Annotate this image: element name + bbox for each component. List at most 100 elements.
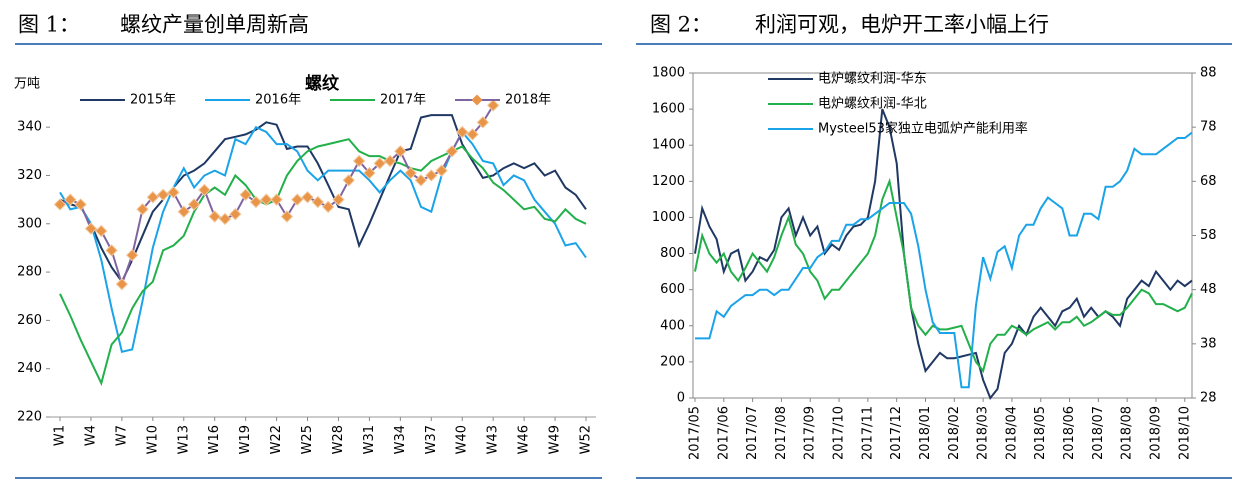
y-tick-label: 340 [17, 120, 42, 135]
point-marker [136, 203, 149, 216]
point-marker [373, 157, 386, 170]
point-marker [239, 188, 252, 201]
x-tick-label: W28 [331, 425, 346, 454]
x-tick-label: 2018/03 [976, 406, 991, 460]
point-marker [321, 200, 335, 214]
y-tick-label: 300 [17, 216, 42, 231]
x-tick-label: 2018/01 [918, 406, 933, 460]
x-tick-label: W25 [300, 425, 315, 454]
y-tick-label: 200 [660, 354, 685, 369]
chart-title: 螺纹 [305, 73, 340, 94]
point-marker [125, 248, 139, 262]
point-marker [74, 198, 87, 211]
x-tick-label: W31 [362, 425, 377, 454]
x-tick-label: W4 [83, 425, 98, 446]
x-tick-label: W19 [238, 425, 253, 454]
x-tick-label: W16 [207, 425, 222, 454]
y-tick-label: 800 [660, 246, 685, 261]
x-tick-label: W10 [145, 425, 160, 454]
x-tick-label: W46 [517, 425, 532, 454]
y2-tick-label: 48 [1200, 282, 1217, 297]
y-tick-label: 1600 [652, 102, 685, 117]
point-marker [156, 188, 170, 201]
y2-tick-label: 28 [1200, 391, 1217, 406]
x-tick-label: 2018/05 [1033, 406, 1048, 460]
y2-tick-label: 38 [1200, 336, 1217, 351]
legend-marker [471, 94, 483, 106]
point-marker [301, 190, 314, 204]
y-tick-label: 600 [660, 282, 685, 297]
x-tick-label: 2018/04 [1004, 406, 1019, 460]
point-marker [466, 128, 479, 141]
point-marker [476, 116, 490, 129]
series-line [59, 138, 587, 387]
y-tick-label: 320 [17, 168, 42, 183]
point-marker [146, 190, 160, 204]
y-tick-label: 1400 [652, 138, 685, 153]
y-tick-label: 240 [17, 361, 42, 376]
point-marker [105, 244, 118, 257]
x-tick-label: W1 [53, 425, 68, 446]
y-tick-label: 220 [17, 410, 42, 425]
x-tick-label: W7 [114, 425, 129, 446]
point-marker [280, 210, 294, 223]
point-marker [198, 183, 211, 197]
x-tick-label: 2018/08 [1120, 406, 1135, 460]
figure-label: 图 2： [650, 13, 712, 37]
x-tick-label: 2017/08 [774, 406, 789, 460]
point-marker [486, 99, 500, 112]
y-tick-label: 1200 [652, 174, 685, 189]
point-marker [291, 193, 304, 206]
y-tick-label: 400 [660, 318, 685, 333]
x-tick-label: 2018/09 [1148, 406, 1163, 460]
x-tick-label: 2017/10 [832, 406, 847, 460]
x-tick-label: W34 [393, 425, 408, 454]
point-marker [115, 277, 129, 291]
x-tick-label: W40 [455, 425, 470, 454]
x-tick-label: 2017/09 [803, 406, 818, 460]
x-tick-label: 2017/06 [716, 406, 731, 460]
x-tick-label: W22 [269, 425, 284, 454]
point-marker [352, 154, 366, 168]
point-marker [270, 193, 283, 206]
point-marker [95, 224, 108, 238]
legend-label: 2018年 [505, 93, 551, 108]
y2-tick-label: 78 [1200, 120, 1217, 135]
point-marker [414, 174, 428, 187]
y-tick-label: 1000 [652, 210, 685, 225]
series-line [59, 114, 587, 284]
legend-label: Mysteel53家独立电弧炉产能利用率 [818, 121, 1028, 137]
point-marker [218, 212, 232, 226]
point-marker [187, 198, 201, 211]
x-tick-label: 2017/07 [745, 406, 760, 460]
legend-label: 2017年 [380, 93, 426, 108]
series-line [694, 177, 1193, 374]
point-marker [84, 222, 98, 235]
point-marker [167, 186, 180, 199]
point-marker [177, 205, 190, 218]
point-marker [404, 166, 417, 180]
point-marker [208, 210, 221, 223]
legend-label: 2015年 [130, 93, 176, 108]
x-tick-label: 2017/11 [860, 406, 875, 460]
x-tick-label: 2018/02 [947, 406, 962, 460]
point-marker [64, 193, 77, 206]
x-tick-label: 2018/10 [1177, 406, 1192, 460]
point-marker [383, 154, 397, 168]
y-axis-label: 万吨 [14, 77, 40, 92]
point-marker [445, 145, 459, 158]
point-marker [435, 164, 448, 177]
point-marker [394, 145, 407, 158]
x-tick-label: 2018/07 [1091, 406, 1106, 460]
x-tick-label: 2017/12 [889, 406, 904, 460]
point-marker [229, 207, 242, 221]
x-tick-label: W43 [486, 425, 501, 454]
x-tick-label: W52 [579, 425, 594, 454]
point-marker [260, 193, 273, 206]
y-tick-label: 1800 [652, 66, 685, 81]
legend-label: 电炉螺纹利润-华北 [818, 97, 927, 112]
point-marker [342, 174, 355, 187]
point-marker [311, 195, 325, 209]
x-tick-label: W37 [424, 425, 439, 454]
